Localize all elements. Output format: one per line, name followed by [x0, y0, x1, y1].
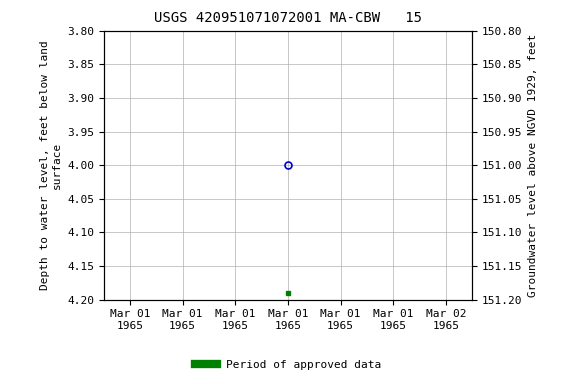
Y-axis label: Groundwater level above NGVD 1929, feet: Groundwater level above NGVD 1929, feet	[528, 33, 538, 297]
Legend: Period of approved data: Period of approved data	[191, 356, 385, 375]
Title: USGS 420951071072001 MA-CBW   15: USGS 420951071072001 MA-CBW 15	[154, 12, 422, 25]
Y-axis label: Depth to water level, feet below land
surface: Depth to water level, feet below land su…	[40, 40, 62, 290]
